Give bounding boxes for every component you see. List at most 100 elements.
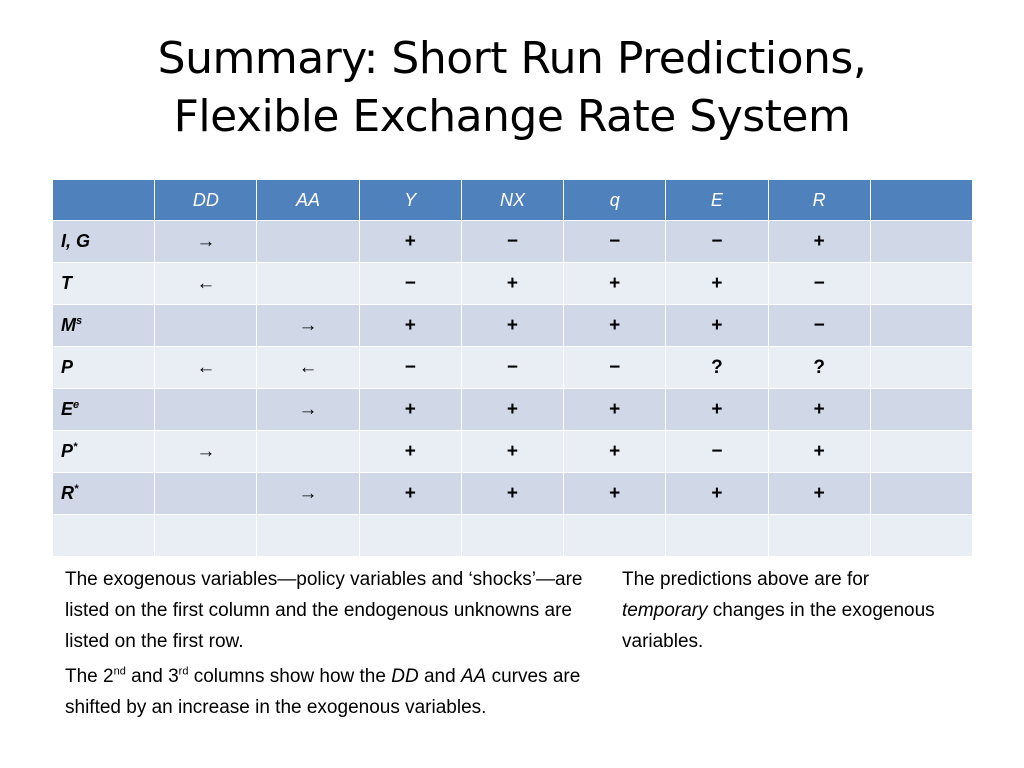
row-header-variable: M (61, 315, 76, 335)
table-row: P ← ← − − −?? (51, 346, 974, 389)
cell-nx (460, 514, 565, 557)
cell-y: + (358, 304, 462, 347)
table-row: Ee → + + + + + (51, 388, 974, 431)
cell-blank (869, 304, 974, 347)
cell-e: + (665, 262, 769, 305)
cell-dd (154, 388, 258, 431)
row-header-cell: P* (51, 430, 156, 473)
cell-r: + (767, 388, 871, 431)
cell-dd: → (154, 430, 258, 473)
note-left-paragraph-2: The 2nd and 3rd columns show how the DD … (65, 661, 600, 723)
cell-e (665, 514, 769, 557)
cell-e: + (665, 388, 769, 431)
cell-r: ? (767, 346, 871, 389)
cell-aa: → (256, 304, 360, 347)
cell-dd: → (154, 220, 258, 263)
header-cell-dd: DD (154, 179, 258, 221)
cell-blank (869, 220, 974, 263)
cell-r: − (767, 304, 871, 347)
note-right-paragraph: The predictions above are for temporary … (622, 564, 952, 657)
cell-blank (869, 472, 974, 515)
table-row: I, G → + − − − + (51, 220, 974, 263)
cell-blank (869, 514, 974, 557)
cell-dd: ← (154, 262, 258, 305)
predictions-table-body: DD AA Y NX q E R I, G → + − − − + T ← − + + + − Ms → + + +… (51, 179, 974, 557)
row-header-superscript: s (76, 315, 83, 327)
note-right: The predictions above are for temporary … (622, 564, 952, 657)
slide-title: Summary: Short Run Predictions, Flexible… (0, 30, 1024, 146)
note-emphasis-dd: DD (391, 666, 419, 687)
cell-aa: → (256, 388, 360, 431)
cell-q: + (563, 388, 667, 431)
cell-q: + (563, 304, 667, 347)
header-cell-q: q (563, 179, 667, 221)
table-row: P* → + + + − + (51, 430, 974, 473)
row-header-variable: I, G (61, 231, 91, 251)
cell-aa (256, 220, 360, 263)
note-left-paragraph-1: The exogenous variables—policy variables… (65, 569, 583, 652)
row-header-cell: P (51, 346, 156, 389)
row-header-cell: I, G (51, 220, 156, 263)
note-text: and (418, 666, 461, 687)
cell-q: + (563, 262, 667, 305)
cell-q: + (563, 472, 667, 515)
cell-y: + (358, 220, 462, 263)
cell-q: − (563, 346, 667, 389)
row-header-variable: R (61, 483, 74, 503)
cell-e: − (665, 220, 769, 263)
cell-q: − (563, 220, 667, 263)
cell-r: + (767, 220, 871, 263)
cell-nx: + (460, 388, 565, 431)
note-superscript: nd (113, 665, 126, 678)
row-header-variable: P (61, 441, 74, 461)
cell-r (767, 514, 871, 557)
table-row: R* → + + + + + (51, 472, 974, 515)
cell-dd (154, 472, 258, 515)
note-text: changes in the exogenous variables. (622, 600, 935, 652)
cell-r: + (767, 472, 871, 515)
cell-q (563, 514, 667, 557)
cell-r: + (767, 430, 871, 473)
table-row: Ms → + + + + − (51, 304, 974, 347)
cell-nx: − (460, 220, 565, 263)
header-cell-blank (869, 179, 974, 221)
cell-q: + (563, 430, 667, 473)
cell-blank (869, 430, 974, 473)
cell-y: + (358, 472, 462, 515)
row-header-variable: P (61, 357, 74, 377)
note-text: columns show how the (188, 666, 392, 687)
header-cell-aa: AA (256, 179, 360, 221)
row-header-superscript: * (73, 441, 78, 453)
cell-e: + (665, 304, 769, 347)
cell-e: + (665, 472, 769, 515)
cell-nx: + (460, 472, 565, 515)
cell-aa (256, 262, 360, 305)
note-emphasis-temporary: temporary (622, 600, 708, 621)
cell-e: ? (665, 346, 769, 389)
cell-nx: + (460, 304, 565, 347)
row-header-superscript: e (73, 399, 80, 411)
row-header-cell: T (51, 262, 156, 305)
row-header-variable: T (61, 273, 72, 293)
cell-aa (256, 430, 360, 473)
header-cell-e: E (665, 179, 769, 221)
row-header-cell: Ms (51, 304, 156, 347)
table-row: T ← − + + + − (51, 262, 974, 305)
note-left: The exogenous variables—policy variables… (65, 564, 600, 723)
note-text: curves are shifted by an increase in the… (65, 666, 581, 718)
cell-nx: − (460, 346, 565, 389)
cell-blank (869, 388, 974, 431)
row-header-variable: E (61, 399, 74, 419)
slide-title-line-1: Summary: Short Run Predictions, (157, 33, 867, 84)
note-text: and 3 (125, 666, 179, 687)
predictions-table: DD AA Y NX q E R I, G → + − − − + T ← − + + + − Ms → + + +… (51, 179, 974, 557)
cell-aa: ← (256, 346, 360, 389)
header-cell-r: R (767, 179, 871, 221)
row-header-cell: R* (51, 472, 156, 515)
cell-y: − (358, 346, 462, 389)
cell-r: − (767, 262, 871, 305)
cell-dd (154, 514, 258, 557)
cell-aa (256, 514, 360, 557)
cell-y: + (358, 388, 462, 431)
header-cell-y: Y (358, 179, 462, 221)
